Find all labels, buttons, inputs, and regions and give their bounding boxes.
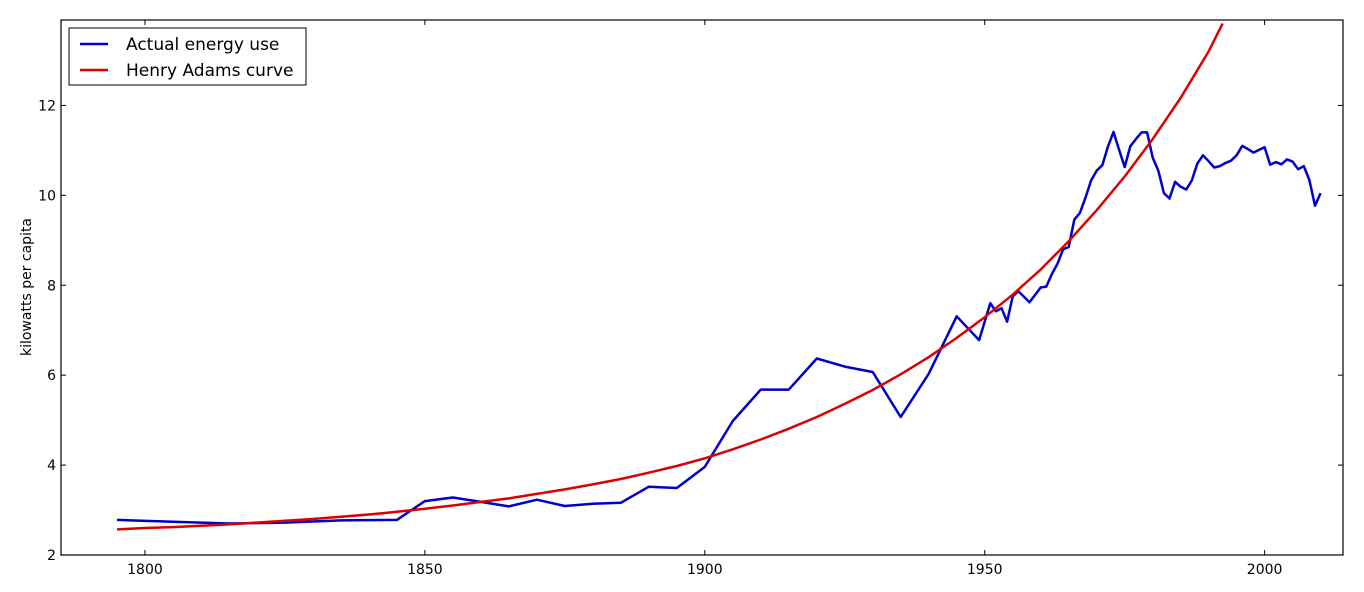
series-layer xyxy=(116,23,1322,531)
legend: Actual energy use Henry Adams curve xyxy=(68,27,307,86)
plot-frame xyxy=(60,19,1344,556)
series-line-actual-energy-use xyxy=(116,130,1322,525)
legend-box xyxy=(68,27,307,86)
x-tick-label-1900: 1900 xyxy=(687,562,723,578)
y-axis-label: kilowatts per capita xyxy=(19,218,35,356)
x-tick-label-1800: 1800 xyxy=(127,562,163,578)
x-tick-label-1850: 1850 xyxy=(407,562,443,578)
y-tick-label-6: 6 xyxy=(47,368,56,384)
plot-background xyxy=(61,20,1343,555)
legend-label-henry-adams-curve: Henry Adams curve xyxy=(126,61,293,81)
y-tick-label-10: 10 xyxy=(38,188,56,204)
y-tick-label-2: 2 xyxy=(47,548,56,564)
x-tick-label-1950: 1950 xyxy=(967,562,1003,578)
series-line-henry-adams-curve xyxy=(116,23,1224,531)
tick-layer: 1800 1850 1900 1950 2000 2 4 6 8 10 12 xyxy=(38,20,1343,578)
y-tick-label-4: 4 xyxy=(47,458,56,474)
x-tick-label-2000: 2000 xyxy=(1247,562,1283,578)
legend-label-actual-energy-use: Actual energy use xyxy=(126,35,279,55)
y-tick-label-12: 12 xyxy=(38,98,56,114)
y-tick-label-8: 8 xyxy=(47,278,56,294)
